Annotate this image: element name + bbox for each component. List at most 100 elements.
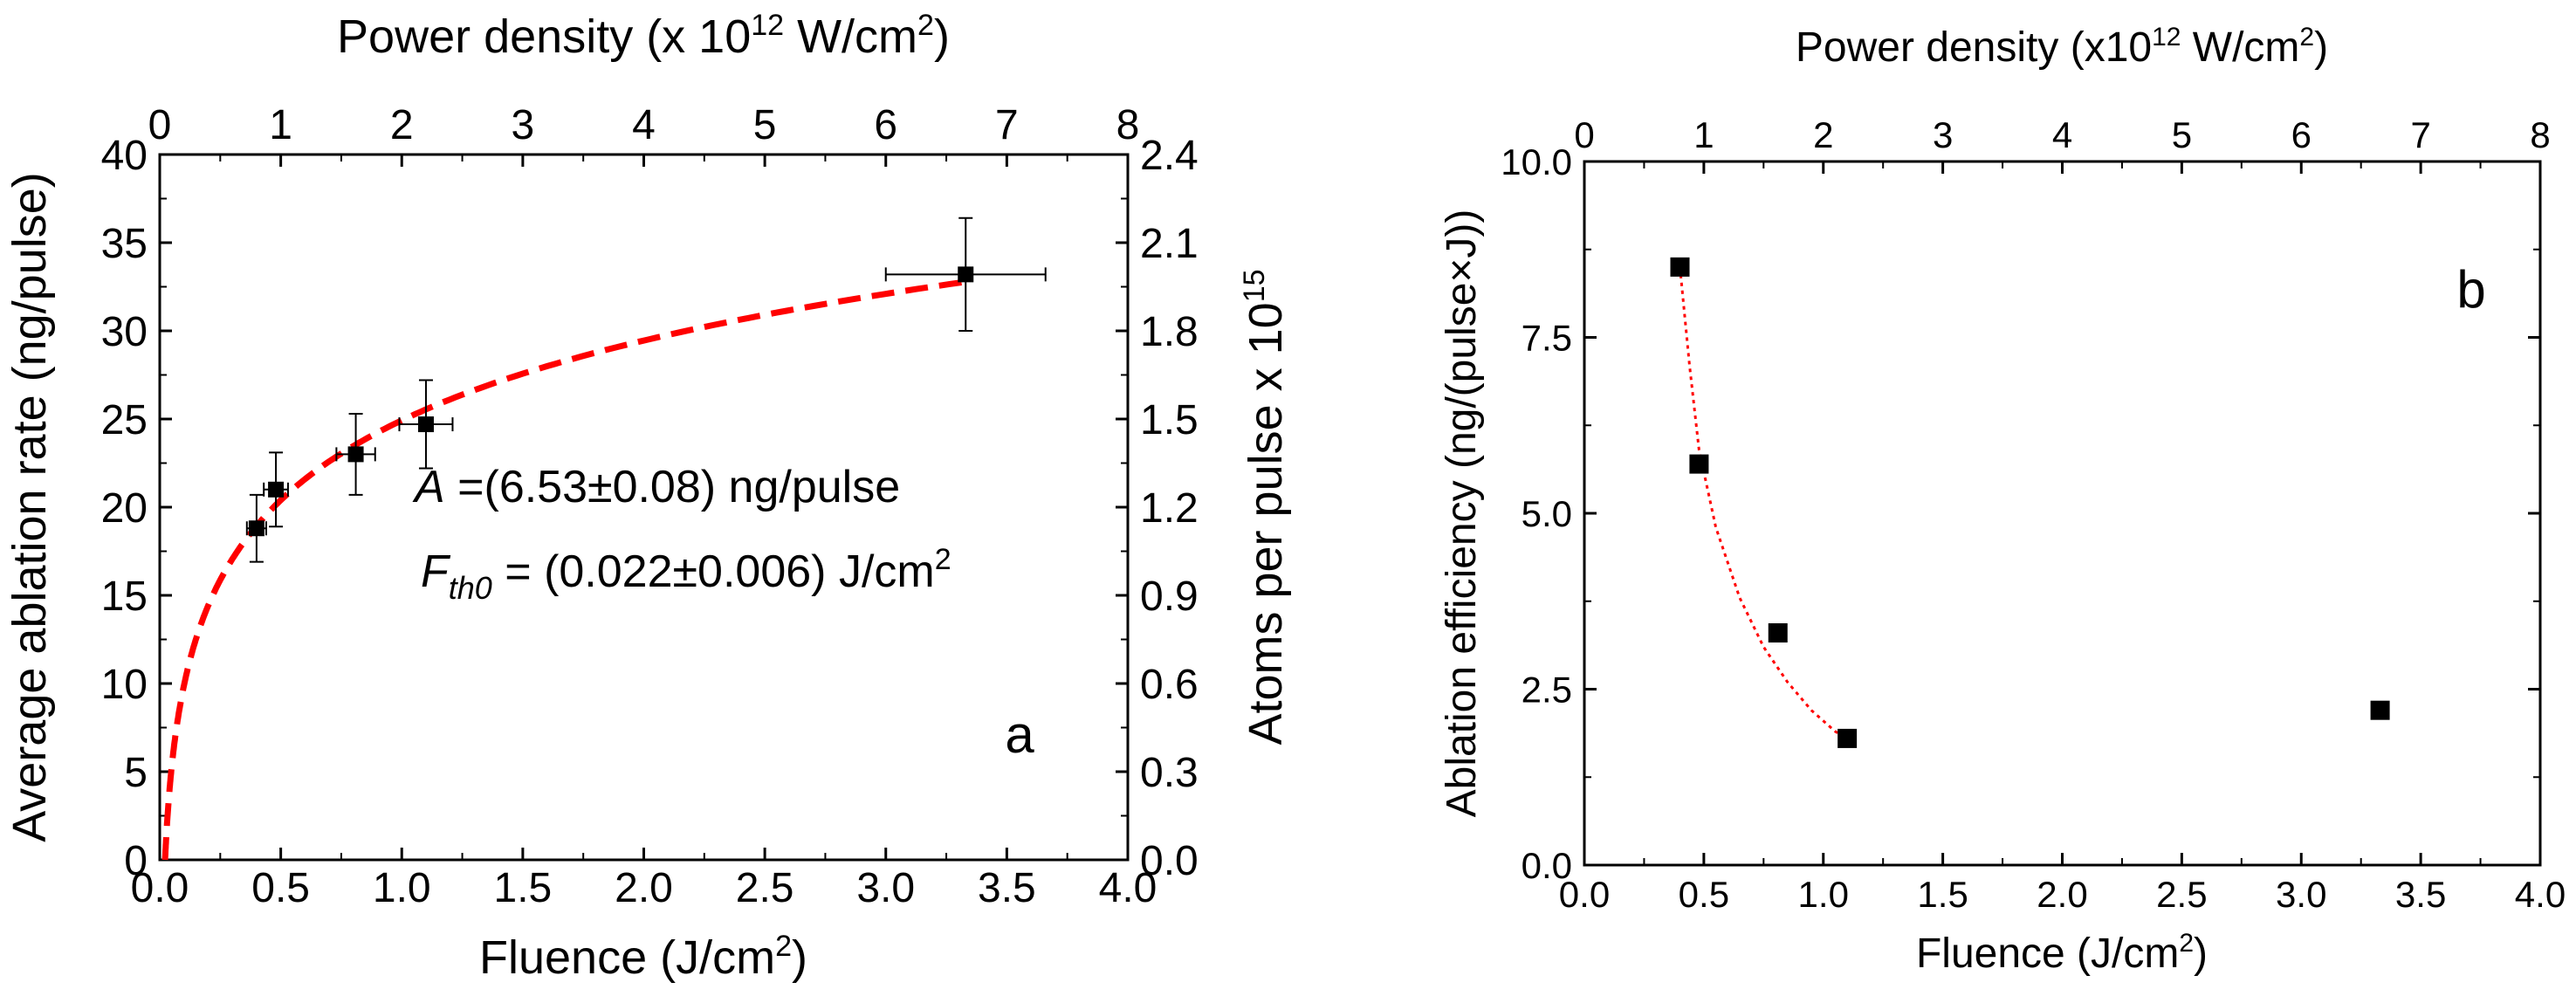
- panel-a-data-points: [245, 216, 1047, 563]
- panel-b-x2-tick-label: 4: [2052, 114, 2072, 155]
- panel-a-y2-tick-label: 0.9: [1140, 574, 1199, 620]
- panel-a-x2-tick-label: 1: [269, 102, 292, 148]
- panel-b-y-tick-label: 7.5: [1522, 318, 1572, 359]
- panel-a-x-tick-label: 1.0: [373, 865, 431, 911]
- panel-a-annotation-A: A =(6.53±0.08) ng/pulse: [412, 462, 900, 512]
- panel-a-y2-tick-label: 0.3: [1140, 750, 1199, 796]
- panel-a-y2-tick-label: 2.4: [1140, 133, 1199, 179]
- panel-b-x2-tick-label: 3: [1933, 114, 1953, 155]
- panel-a-x-tick-label: 2.5: [736, 865, 794, 911]
- panel-b-x-tick-label: 3.0: [2276, 874, 2326, 915]
- panel-b-x2-tick-label: 6: [2291, 114, 2312, 155]
- panel-a-x2-tick-label: 4: [632, 102, 656, 148]
- panel-a-y-tick-label: 35: [101, 221, 148, 267]
- panel-a-marker: [417, 416, 434, 433]
- panel-b-x2-tick-label: 0: [1574, 114, 1594, 155]
- panel-a-label: a: [1005, 705, 1034, 764]
- panel-a-y-tick-label: 20: [101, 485, 148, 532]
- panel-a-y-axis-title: Average ablation rate (ng/pulse): [3, 172, 56, 842]
- panel-b-plot-frame: [1583, 160, 2542, 867]
- panel-b-x2-axis-title: Power density (x1012 W/cm2): [1796, 23, 2328, 71]
- panel-b-x-tick-label: 1.0: [1798, 874, 1849, 915]
- panel-a-x-tick-label: 0.5: [251, 865, 310, 911]
- panel-b-x-ticks: 0.0 0.5 1.0 1.5 2.0 2.5 3.0 3.5 4.0: [1559, 853, 2566, 915]
- panel-b-y-tick-label: 0.0: [1522, 845, 1572, 886]
- panel-b-marker: [2370, 700, 2390, 720]
- panel-a-fit-curve: [161, 278, 966, 861]
- panel-b-x-tick-label: 0.0: [1559, 874, 1610, 915]
- panel-b-x2-tick-label: 5: [2172, 114, 2192, 155]
- panel-b-right-ticks: [2528, 160, 2540, 867]
- panel-a-y2-tick-label: 1.8: [1140, 309, 1199, 355]
- panel-a-x-tick-label: 3.0: [856, 865, 915, 911]
- panel-a-y2-ticks: 0.0 0.3 0.6 0.9 1.2 1.5 1.8 2.1 2.4: [1116, 133, 1199, 884]
- panel-b-data-points: [1670, 257, 2390, 748]
- panel-a-x2-tick-label: 8: [1116, 102, 1140, 148]
- panel-a-x-tick-label: 1.5: [494, 865, 553, 911]
- panel-b-x-tick-label: 3.5: [2395, 874, 2446, 915]
- panel-b-x-tick-label: 2.5: [2156, 874, 2207, 915]
- panel-a-x2-tick-label: 3: [512, 102, 535, 148]
- panel-b-x-tick-label: 2.0: [2037, 874, 2087, 915]
- panel-a-x-ticks: 0.0 0.5 1.0 1.5 2.0 2.5 3.0 3.5 4.0: [131, 848, 1157, 911]
- panel-a-y-ticks: 0 5 10 15 20 25 30 35 40: [101, 133, 172, 884]
- panel-a-marker: [248, 520, 264, 537]
- panel-b-trend-curve: [1679, 266, 1848, 740]
- panel-a-x2-ticks: 0 1 2 3 4 5 6 7 8: [148, 102, 1140, 167]
- panel-b-marker: [1670, 257, 1690, 277]
- panel-a-y2-tick-label: 2.1: [1140, 221, 1199, 267]
- panel-a-x-axis-title: Fluence (J/cm2): [479, 930, 807, 984]
- panel-a-data-point: [398, 379, 454, 470]
- panel-a-y-tick-label: 5: [124, 750, 148, 796]
- panel-b-x2-tick-label: 8: [2530, 114, 2550, 155]
- panel-a-data-point: [245, 493, 267, 563]
- panel-a-y2-tick-label: 1.2: [1140, 485, 1199, 532]
- panel-b-y-tick-label: 2.5: [1522, 670, 1572, 711]
- panel-b: 0.0 0.5 1.0 1.5 2.0 2.5 3.0 3.5 4.0 0.0 2.5 5.0 7.5…: [1439, 23, 2566, 977]
- panel-a-marker: [347, 446, 364, 463]
- panel-a-x2-tick-label: 0: [148, 102, 172, 148]
- panel-a-x2-tick-label: 2: [390, 102, 414, 148]
- panel-a-y-tick-label: 10: [101, 662, 148, 708]
- panel-a-marker: [268, 481, 285, 498]
- panel-b-y-tick-label: 10.0: [1501, 141, 1572, 182]
- panel-a-x-tick-label: 0.0: [131, 865, 189, 911]
- panel-b-x-tick-label: 4.0: [2515, 874, 2566, 915]
- panel-b-marker: [1838, 728, 1858, 748]
- panel-b-marker: [1689, 454, 1709, 474]
- panel-b-x-axis-title: Fluence (J/cm2): [1916, 929, 2208, 977]
- panel-a-data-point: [884, 216, 1047, 332]
- panel-b-y-tick-label: 5.0: [1522, 493, 1572, 534]
- panel-b-x2-tick-label: 7: [2410, 114, 2430, 155]
- panel-a-annotation-Fth0: Fth0 = (0.022±0.006) J/cm2: [421, 543, 951, 606]
- panel-b-label: b: [2456, 260, 2485, 319]
- panel-a-y-tick-label: 0: [124, 838, 148, 884]
- panel-a: 0.0 0.5 1.0 1.5 2.0 2.5 3.0 3.5 4.0 051015202530…: [3, 9, 1292, 984]
- panel-b-marker: [1768, 623, 1788, 643]
- panel-b-x-tick-label: 0.5: [1679, 874, 1729, 915]
- panel-a-y2-axis-title: Atoms per pulse x 1015: [1238, 269, 1292, 745]
- panel-b-x2-ticks: 0 1 2 3 4 5 6 7 8: [1574, 114, 2551, 174]
- panel-a-x-tick-label: 3.5: [978, 865, 1036, 911]
- panel-a-y2-tick-label: 0.6: [1140, 662, 1199, 708]
- panel-a-x2-axis-title: Power density (x 1012 W/cm2): [337, 9, 950, 63]
- panel-b-y-axis-title: Ablation efficiency (ng/(pulse×J)): [1439, 210, 1485, 818]
- panel-a-x2-tick-label: 6: [874, 102, 897, 148]
- panel-b-x-tick-label: 1.5: [1917, 874, 1968, 915]
- panel-b-x2-tick-label: 2: [1813, 114, 1833, 155]
- panel-a-data-point: [335, 412, 376, 496]
- panel-a-x-tick-label: 2.0: [615, 865, 673, 911]
- panel-a-x-tick-label: 4.0: [1099, 865, 1157, 911]
- panel-b-x2-tick-label: 1: [1693, 114, 1714, 155]
- panel-a-x2-tick-label: 7: [995, 102, 1019, 148]
- panel-a-y2-tick-label: 1.5: [1140, 397, 1199, 443]
- panel-a-data-point: [263, 451, 289, 528]
- panel-a-y2-tick-label: 0.0: [1140, 838, 1199, 884]
- panel-a-y-tick-label: 25: [101, 397, 148, 443]
- panel-a-x2-tick-label: 5: [753, 102, 777, 148]
- panel-a-y-tick-label: 40: [101, 133, 148, 179]
- panel-a-y-tick-label: 15: [101, 574, 148, 620]
- panel-a-y-tick-label: 30: [101, 309, 148, 355]
- panel-b-y-ticks: 0.0 2.5 5.0 7.5 10.0: [1501, 141, 1597, 886]
